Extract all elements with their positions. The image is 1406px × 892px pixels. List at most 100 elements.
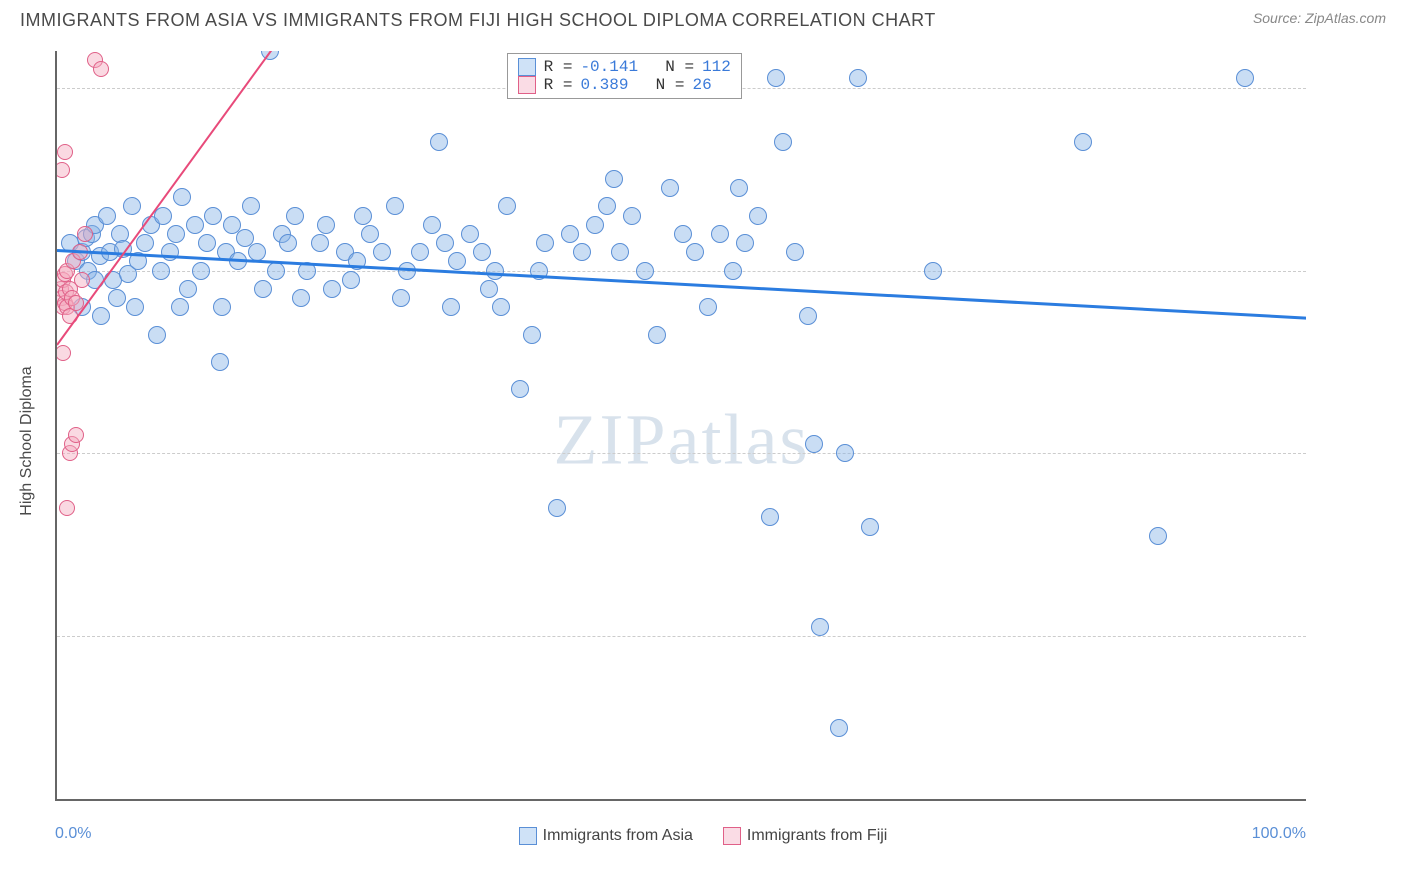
data-point <box>573 243 591 261</box>
watermark: ZIPatlas <box>554 398 810 481</box>
data-point <box>204 207 222 225</box>
data-point <box>511 380 529 398</box>
legend-label: Immigrants from Asia <box>543 827 693 845</box>
data-point <box>198 234 216 252</box>
data-point <box>799 307 817 325</box>
data-point <box>830 719 848 737</box>
data-point <box>354 207 372 225</box>
data-point <box>236 229 254 247</box>
data-point <box>136 234 154 252</box>
data-point <box>423 216 441 234</box>
data-point <box>536 234 554 252</box>
data-point <box>373 243 391 261</box>
data-point <box>473 243 491 261</box>
data-point <box>699 298 717 316</box>
chart-title: IMMIGRANTS FROM ASIA VS IMMIGRANTS FROM … <box>20 10 936 31</box>
stats-legend: R = -0.141 N = 112R = 0.389 N = 26 <box>507 53 742 99</box>
data-point <box>154 207 172 225</box>
data-point <box>1074 133 1092 151</box>
data-point <box>386 197 404 215</box>
data-point <box>861 518 879 536</box>
stat-r-label: R = <box>544 58 573 76</box>
data-point <box>74 272 90 288</box>
data-point <box>311 234 329 252</box>
data-point <box>648 326 666 344</box>
data-point <box>55 162 70 178</box>
data-point <box>774 133 792 151</box>
data-point <box>286 207 304 225</box>
data-point <box>786 243 804 261</box>
x-tick <box>474 799 476 801</box>
data-point <box>279 234 297 252</box>
plot-area: ZIPatlas 70.0%80.0%90.0%100.0%R = -0.141… <box>55 51 1306 801</box>
data-point <box>108 289 126 307</box>
data-point <box>611 243 629 261</box>
data-point <box>59 500 75 516</box>
data-point <box>213 298 231 316</box>
stats-row: R = -0.141 N = 112 <box>518 58 731 76</box>
data-point <box>93 61 109 77</box>
data-point <box>254 280 272 298</box>
data-point <box>486 262 504 280</box>
data-point <box>586 216 604 234</box>
data-point <box>636 262 654 280</box>
data-point <box>77 226 93 242</box>
data-point <box>623 207 641 225</box>
data-point <box>1149 527 1167 545</box>
legend-item: Immigrants from Asia <box>519 827 693 845</box>
chart-container: High School Diploma ZIPatlas 70.0%80.0%9… <box>0 31 1406 851</box>
data-point <box>674 225 692 243</box>
data-point <box>57 144 73 160</box>
data-point <box>173 188 191 206</box>
y-gridline <box>57 271 1306 272</box>
data-point <box>148 326 166 344</box>
x-tick <box>266 799 268 801</box>
data-point <box>55 345 71 361</box>
data-point <box>171 298 189 316</box>
source-attribution: Source: ZipAtlas.com <box>1253 10 1386 26</box>
data-point <box>242 197 260 215</box>
data-point <box>1236 69 1254 87</box>
data-point <box>461 225 479 243</box>
data-point <box>123 197 141 215</box>
data-point <box>152 262 170 280</box>
stat-r-value: -0.141 <box>580 58 638 76</box>
data-point <box>724 262 742 280</box>
y-gridline <box>57 636 1306 637</box>
legend-swatch <box>723 827 741 845</box>
legend-label: Immigrants from Fiji <box>747 827 887 845</box>
data-point <box>342 271 360 289</box>
data-point <box>126 298 144 316</box>
data-point <box>924 262 942 280</box>
trend-line <box>57 249 1306 320</box>
data-point <box>167 225 185 243</box>
data-point <box>711 225 729 243</box>
data-point <box>323 280 341 298</box>
data-point <box>430 133 448 151</box>
data-point <box>211 353 229 371</box>
data-point <box>492 298 510 316</box>
data-point <box>98 207 116 225</box>
stat-r-label: R = <box>544 76 573 94</box>
x-tick <box>891 799 893 801</box>
series-swatch <box>518 76 536 94</box>
data-point <box>805 435 823 453</box>
data-point <box>92 307 110 325</box>
stat-n-label: N = <box>636 76 684 94</box>
data-point <box>836 444 854 462</box>
data-point <box>661 179 679 197</box>
series-swatch <box>518 58 536 76</box>
data-point <box>767 69 785 87</box>
data-point <box>605 170 623 188</box>
stat-n-value: 26 <box>692 76 711 94</box>
data-point <box>411 243 429 261</box>
data-point <box>811 618 829 636</box>
data-point <box>68 427 84 443</box>
stat-n-value: 112 <box>702 58 731 76</box>
data-point <box>442 298 460 316</box>
data-point <box>448 252 466 270</box>
y-axis-label: High School Diploma <box>18 366 36 515</box>
data-point <box>179 280 197 298</box>
data-point <box>361 225 379 243</box>
data-point <box>686 243 704 261</box>
